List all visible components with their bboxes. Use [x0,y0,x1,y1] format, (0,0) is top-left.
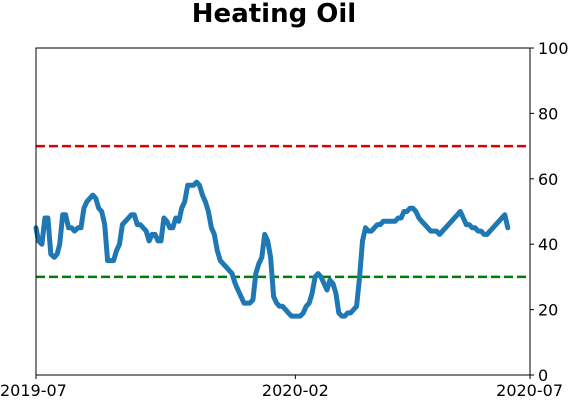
x-axis: 2019-07 2020-02 2020-07 [0,375,563,400]
x-tick-label-2019-07: 2019-07 [0,381,67,400]
reference-lines [36,144,530,279]
y-tick-label-60: 60 [538,170,558,189]
x-tick-label-2020-07: 2020-07 [496,381,563,400]
chart-title: Heating Oil [192,0,356,29]
y-tick-label-0: 0 [538,366,548,385]
plot-frame [35,47,531,376]
y-axis: 0 20 40 60 80 100 [530,39,569,385]
x-tick-label-2020-02: 2020-02 [262,381,329,400]
y-tick-label-80: 80 [538,104,558,123]
series-layer [33,179,511,319]
y-tick-label-20: 20 [538,301,558,320]
series-line-0 [33,179,511,319]
y-tick-label-40: 40 [538,235,558,254]
y-tick-label-100: 100 [538,39,569,58]
